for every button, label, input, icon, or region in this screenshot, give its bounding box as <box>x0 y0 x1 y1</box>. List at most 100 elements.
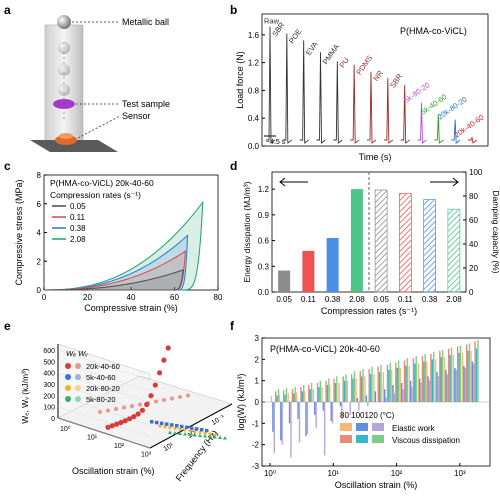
panel-letter-b: b <box>230 3 237 17</box>
bar-elastic_80 <box>321 387 323 402</box>
series-label: PU <box>338 56 351 70</box>
bar-elastic_80 <box>303 391 306 402</box>
bar-viscous_100 <box>334 382 337 402</box>
bar-elastic_120 <box>367 402 369 407</box>
bar-elastic_80 <box>270 395 273 402</box>
legend-label: 20k-40-60 <box>86 362 120 371</box>
bar-viscous_80 <box>465 344 468 402</box>
data-point-20k-40-60 <box>118 419 124 426</box>
legend-marker <box>65 396 71 402</box>
y-tick-label: 0 <box>51 416 55 423</box>
bar-viscous_100 <box>458 352 460 402</box>
label-metallic-ball: Metallic ball <box>122 17 169 27</box>
data-point-viscous <box>114 407 118 411</box>
y-tick-label: 2 <box>37 257 42 266</box>
damping-bar <box>447 208 461 293</box>
data-point-20k-40-60 <box>122 418 128 424</box>
data-point-5k-40-60 <box>200 428 204 432</box>
ball-trace <box>58 64 70 76</box>
bar-viscous_120 <box>336 376 338 402</box>
bar-viscous_100 <box>423 361 425 402</box>
bar-elastic_100 <box>288 402 291 424</box>
bar-elastic_80 <box>355 378 357 402</box>
bar-viscous_80 <box>377 366 379 402</box>
arrow-right <box>430 177 459 187</box>
bar-viscous_120 <box>459 345 462 402</box>
series-peak <box>333 61 343 144</box>
panel-b-chart: 0.0 0.4 0.8 1.2 1.6 Load force (N) Time (s) P(H… <box>235 13 489 162</box>
bar-viscous_120 <box>319 380 322 402</box>
data-point-5k-80-20 <box>178 431 182 435</box>
label-sensor: Sensor <box>122 111 151 121</box>
bar-viscous_120 <box>389 362 391 402</box>
data-point-20k-80-20 <box>203 431 207 435</box>
bar-viscous_120 <box>345 374 347 402</box>
bar-elastic_80 <box>295 392 298 402</box>
data-point-5k-80-20 <box>208 434 212 438</box>
bar-elastic_80 <box>426 361 428 402</box>
z-axis <box>149 403 233 449</box>
bar-viscous_100 <box>378 372 381 402</box>
x-tick-label: 10¹ <box>328 469 340 478</box>
data-point-20k-40-60 <box>131 414 137 420</box>
bar-elastic_100 <box>471 361 474 402</box>
bar-elastic_100 <box>445 370 447 402</box>
bar-elastic_100 <box>339 402 342 407</box>
bar-viscous_100 <box>369 374 372 402</box>
y-axis-label: Load force (N) <box>235 51 245 109</box>
x-tick-label: 10¹ <box>87 435 98 442</box>
legend-marker <box>65 374 71 380</box>
panel-letter-c: c <box>4 159 11 173</box>
y-tick-label-right: 100 <box>469 168 483 177</box>
bar-elastic_120 <box>341 402 343 420</box>
series-peak <box>400 84 410 144</box>
bar-elastic_100 <box>409 380 412 402</box>
y-tick-label: 0 <box>255 398 260 407</box>
bar-viscous_80 <box>430 354 432 402</box>
bar-viscous_100 <box>396 367 398 402</box>
data-point-20k-40-60 <box>105 424 111 430</box>
bar-viscous_100 <box>276 395 278 402</box>
bar-elastic_120 <box>455 370 457 402</box>
metallic-ball <box>57 15 71 29</box>
data-point-20k-40-60 <box>148 393 154 399</box>
data-point-viscous <box>170 396 174 401</box>
y-tick-label-right: 0 <box>469 288 474 297</box>
bar-elastic_120 <box>464 367 466 402</box>
data-point-viscous <box>146 401 150 405</box>
energy-bar <box>350 189 363 292</box>
series-peak <box>434 114 444 144</box>
damping-bar <box>374 189 388 293</box>
bar-elastic_100 <box>356 397 359 402</box>
x-axis-label: Oscillation strain (%) <box>335 480 418 490</box>
energy-bar <box>278 270 291 292</box>
bar-elastic_100 <box>374 391 377 402</box>
data-point-5k-80-20 <box>213 435 217 439</box>
bar-elastic_80 <box>470 350 472 402</box>
z-tick-label: 10⁻¹ <box>211 414 227 427</box>
bar-viscous_80 <box>403 360 406 402</box>
data-point-5k-40-60 <box>165 422 169 426</box>
bar-elastic_80 <box>434 359 437 402</box>
y-tick-label: -3 <box>252 462 260 471</box>
legend-swatch-viscous <box>356 435 368 443</box>
bar-elastic_80 <box>329 384 331 402</box>
data-point-5k-40-60 <box>155 420 159 425</box>
data-point-20k-80-20 <box>188 429 192 433</box>
y-tick-label: -2 <box>252 441 260 450</box>
y-tick-label: 400 <box>43 371 55 378</box>
bar-viscous_120 <box>450 347 453 402</box>
data-point-20k-40-60 <box>126 416 133 422</box>
bar-elastic_100 <box>330 402 332 422</box>
y-tick-label: 6 <box>37 200 42 209</box>
bar-viscous_80 <box>456 346 459 402</box>
label-test-sample: Test sample <box>122 99 170 109</box>
data-point-5k-80-20 <box>203 434 207 438</box>
y-tick-label: 600 <box>43 348 55 355</box>
x-tick-label: 80 <box>214 293 223 302</box>
bar-elastic_120 <box>411 387 413 402</box>
data-point-5k-40-60 <box>190 426 194 430</box>
y-tick-label-right: 80 <box>469 192 478 201</box>
legend-marker <box>65 363 71 369</box>
bar-viscous_100 <box>326 384 329 402</box>
